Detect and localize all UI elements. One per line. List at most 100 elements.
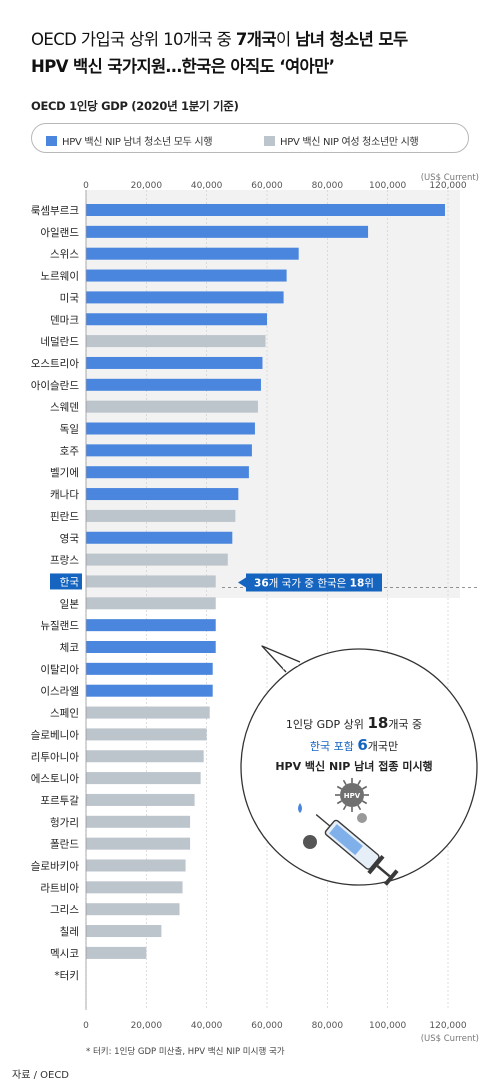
legend-label-both: HPV 백신 NIP 남녀 청소년 모두 시행 bbox=[62, 137, 213, 148]
legend-swatch-both bbox=[46, 136, 57, 146]
chart-title: OECD 가입국 상위 10개국 중 7개국이 남녀 청소년 모두 HPV 백신… bbox=[31, 30, 408, 76]
category-label: 칠레 bbox=[60, 926, 79, 938]
category-label: 네덜란드 bbox=[40, 336, 79, 348]
info-bubble bbox=[240, 648, 478, 886]
category-label: 핀란드 bbox=[50, 511, 79, 523]
bar bbox=[86, 204, 445, 216]
bar bbox=[86, 291, 284, 304]
footnote: * 터키: 1인당 GDP 미산출, HPV 백신 NIP 미시행 국가 bbox=[86, 1046, 285, 1057]
germ-icon bbox=[303, 835, 317, 849]
legend: HPV 백신 NIP 남녀 청소년 모두 시행 HPV 백신 NIP 여성 청소… bbox=[31, 123, 469, 153]
bar bbox=[86, 553, 228, 566]
category-label: 폴란드 bbox=[50, 839, 79, 851]
bar bbox=[86, 684, 213, 697]
category-label: 체코 bbox=[60, 642, 80, 654]
bar bbox=[86, 881, 183, 894]
category-label: 스위스 bbox=[50, 248, 79, 261]
x-tick-label-top: 100,000 bbox=[369, 181, 406, 191]
category-label: 아일랜드 bbox=[40, 226, 79, 239]
hpv-virus-label: HPV bbox=[344, 792, 361, 800]
category-label: 아이슬란드 bbox=[31, 380, 80, 392]
category-label: 헝가리 bbox=[50, 817, 79, 829]
x-tick-label-bottom: 60,000 bbox=[251, 1021, 283, 1031]
category-label: 스웨덴 bbox=[50, 402, 79, 414]
x-tick-label-bottom: 20,000 bbox=[131, 1021, 163, 1031]
bar-chart: (US$ Current) 0 0 20,000 20,000 40,000 40,000 6… bbox=[31, 173, 480, 1057]
bar bbox=[86, 247, 299, 260]
category-label: 그리스 bbox=[50, 904, 79, 916]
bar bbox=[86, 750, 204, 763]
bar bbox=[86, 378, 261, 391]
x-tick-label-bottom: 0 bbox=[83, 1021, 89, 1031]
x-tick-label-top: 0 bbox=[83, 181, 89, 191]
x-tick-label-bottom: 120,000 bbox=[429, 1021, 466, 1031]
bubble-line-3: HPV 백신 NIP 남녀 접종 미시행 bbox=[275, 759, 432, 773]
source-note: 자료 / OECD bbox=[12, 1070, 69, 1081]
syringe-icon bbox=[315, 814, 399, 886]
x-tick-label-top: 60,000 bbox=[251, 181, 283, 191]
korea-callout-text: 36개 국가 중 한국은 18위 bbox=[254, 576, 374, 589]
category-label: 에스토니아 bbox=[31, 773, 80, 785]
category-label: 룩셈부르크 bbox=[31, 205, 80, 217]
bar bbox=[86, 772, 201, 785]
bar bbox=[86, 619, 216, 632]
category-label: 한국 bbox=[60, 576, 80, 588]
bar bbox=[86, 859, 186, 872]
info-bubble-tail-mask bbox=[282, 662, 299, 670]
axis-unit-bottom: (US$ Current) bbox=[421, 1034, 479, 1044]
category-label: 독일 bbox=[60, 423, 79, 436]
germ-icon bbox=[357, 813, 367, 823]
category-highlight-korea bbox=[50, 573, 82, 590]
x-tick-label-top: 40,000 bbox=[191, 181, 223, 191]
bar bbox=[86, 575, 216, 588]
chart-subtitle: OECD 1인당 GDP (2020년 1분기 기준) bbox=[31, 99, 239, 113]
bar bbox=[86, 531, 233, 544]
bar bbox=[86, 728, 207, 741]
bar bbox=[86, 466, 249, 479]
bar bbox=[86, 903, 180, 916]
bar bbox=[86, 509, 236, 522]
category-label: 포르투갈 bbox=[40, 794, 79, 807]
bar bbox=[86, 706, 210, 719]
category-label: 이스라엘 bbox=[40, 685, 79, 698]
category-label: 뉴질랜드 bbox=[40, 620, 79, 632]
legend-item-both: HPV 백신 NIP 남녀 청소년 모두 시행 bbox=[46, 133, 213, 148]
bar bbox=[86, 335, 266, 348]
x-tick-label-bottom: 80,000 bbox=[312, 1021, 344, 1031]
x-tick-label-bottom: 40,000 bbox=[191, 1021, 223, 1031]
category-label: 슬로바키아 bbox=[31, 861, 80, 873]
bar bbox=[86, 946, 147, 959]
x-tick-label-bottom: 100,000 bbox=[369, 1021, 406, 1031]
bar bbox=[86, 815, 191, 828]
bar bbox=[86, 662, 213, 675]
category-label: 덴마크 bbox=[50, 314, 79, 326]
legend-swatch-girls bbox=[264, 136, 275, 146]
x-tick-label-top: 80,000 bbox=[312, 181, 344, 191]
x-tick-label-top: 20,000 bbox=[131, 181, 163, 191]
category-label: 노르웨이 bbox=[40, 271, 79, 283]
bubble-line-2: 한국 포함 6개국만 bbox=[310, 736, 398, 754]
bar bbox=[86, 313, 267, 326]
x-tick-label-top: 120,000 bbox=[429, 181, 466, 191]
category-label: 오스트리아 bbox=[31, 358, 80, 370]
bar bbox=[86, 225, 369, 238]
bar bbox=[86, 444, 252, 457]
korea-callout-box bbox=[238, 573, 382, 592]
bar bbox=[86, 422, 255, 435]
category-label: 호주 bbox=[60, 445, 80, 457]
category-label: 미국 bbox=[60, 292, 80, 304]
category-label: 일본 bbox=[60, 597, 80, 610]
category-label: 슬로베니아 bbox=[31, 729, 80, 741]
category-label: 멕시코 bbox=[50, 948, 79, 960]
legend-item-girls: HPV 백신 NIP 여성 청소년만 시행 bbox=[264, 133, 419, 148]
axis-unit-top: (US$ Current) bbox=[421, 173, 479, 183]
bar bbox=[86, 793, 195, 806]
legend-label-girls: HPV 백신 NIP 여성 청소년만 시행 bbox=[280, 137, 419, 148]
hpv-virus-icon bbox=[335, 778, 369, 812]
category-label: 벨기에 bbox=[50, 467, 79, 479]
category-label: 캐나다 bbox=[50, 489, 79, 501]
droplet-icon bbox=[298, 803, 302, 813]
bar bbox=[86, 488, 239, 501]
category-label: 스페인 bbox=[50, 708, 79, 720]
bar bbox=[86, 641, 216, 653]
